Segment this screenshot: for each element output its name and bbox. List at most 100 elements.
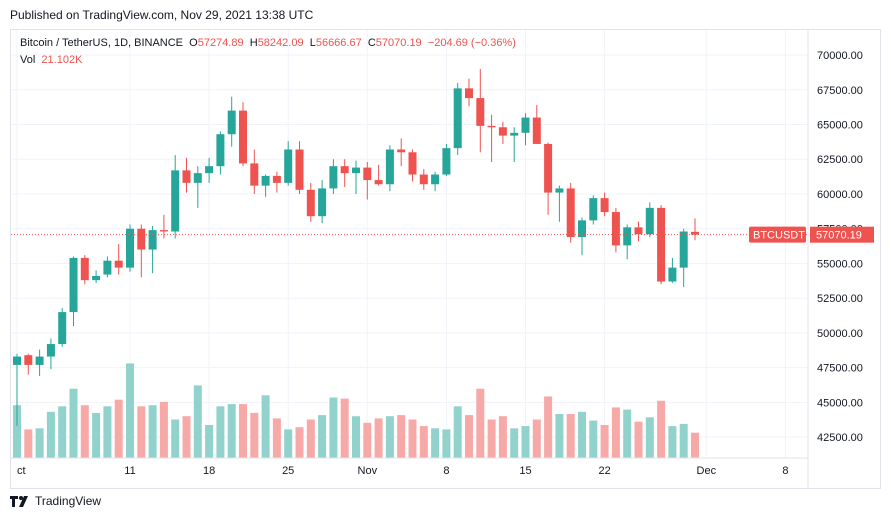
volume-bar bbox=[419, 426, 428, 458]
candle-body bbox=[250, 163, 259, 186]
candle-body bbox=[318, 188, 327, 217]
tradingview-brand[interactable]: TradingView bbox=[10, 494, 101, 508]
volume-bar bbox=[657, 400, 666, 458]
symbol-tag: BTCUSDT bbox=[753, 230, 805, 242]
volume-bar bbox=[137, 406, 146, 458]
volume-bar bbox=[453, 406, 462, 458]
volume-bar bbox=[566, 414, 575, 458]
grid-lines bbox=[11, 30, 808, 458]
candle-body bbox=[498, 127, 507, 136]
volume-bar bbox=[431, 428, 440, 458]
x-tick-label: ct bbox=[17, 465, 26, 477]
candle-body bbox=[363, 167, 372, 181]
volume-bar bbox=[239, 404, 247, 458]
price-tag-bg bbox=[810, 226, 874, 243]
volume-bar bbox=[261, 395, 270, 458]
candle-body bbox=[532, 117, 541, 144]
candle-body bbox=[24, 355, 33, 365]
y-tick-label: 65000.00 bbox=[817, 119, 863, 131]
candle-body bbox=[510, 132, 519, 136]
volume-bar bbox=[250, 412, 259, 458]
y-tick-label: 70000.00 bbox=[817, 50, 863, 62]
volume-bar bbox=[498, 416, 507, 458]
volume-bar bbox=[205, 425, 214, 458]
candle-body bbox=[126, 228, 134, 268]
candle-body bbox=[611, 212, 620, 246]
volume-bar bbox=[114, 399, 123, 458]
volume-bar bbox=[510, 428, 519, 458]
candle-body bbox=[600, 198, 609, 213]
candle-body bbox=[453, 88, 462, 149]
volume-bar bbox=[306, 419, 315, 458]
candle-body bbox=[566, 188, 575, 238]
volume-bar bbox=[397, 415, 406, 458]
y-tick-label: 60000.00 bbox=[817, 189, 863, 201]
volume-bar bbox=[329, 397, 338, 458]
candle-body bbox=[385, 149, 394, 185]
candle-body bbox=[148, 230, 157, 250]
candle-body bbox=[261, 175, 270, 186]
candle-body bbox=[239, 110, 247, 164]
candle-body bbox=[92, 275, 101, 281]
candle-body bbox=[182, 170, 191, 183]
volume-bar bbox=[182, 416, 191, 458]
volume-bar bbox=[13, 405, 21, 458]
volume-bar bbox=[193, 385, 202, 458]
volume-bar bbox=[645, 417, 654, 458]
candle-body bbox=[465, 88, 473, 99]
volume-bar bbox=[691, 432, 699, 458]
volume-bar bbox=[318, 415, 327, 458]
volume-bar bbox=[578, 411, 586, 458]
volume-bar bbox=[363, 422, 372, 458]
volume-label[interactable]: Vol bbox=[20, 54, 36, 66]
y-tick-label: 45000.00 bbox=[817, 397, 863, 409]
legend-row-price: Bitcoin / TetherUS, 1D, BINANCE O57274.8… bbox=[20, 35, 516, 52]
y-tick-label: 42500.00 bbox=[817, 432, 863, 444]
volume-bar bbox=[24, 429, 33, 458]
candle-body bbox=[555, 188, 564, 193]
candle-body bbox=[397, 149, 406, 153]
volume-bar bbox=[284, 429, 293, 458]
candle-body bbox=[171, 170, 180, 232]
volume-bar bbox=[80, 405, 89, 458]
volume-bar bbox=[103, 406, 112, 458]
x-tick-label: 8 bbox=[782, 465, 788, 477]
x-tick-label: 15 bbox=[519, 465, 531, 477]
candle-body bbox=[589, 198, 598, 221]
candle-body bbox=[306, 189, 315, 217]
candle-body bbox=[408, 152, 417, 175]
volume-bar bbox=[295, 427, 304, 458]
volume-bar bbox=[272, 418, 281, 458]
candle-body bbox=[80, 257, 89, 281]
x-tick-label: 11 bbox=[124, 465, 135, 477]
candle-body bbox=[476, 98, 485, 126]
low-value: 56666.67 bbox=[315, 37, 362, 49]
candle-body bbox=[58, 312, 67, 345]
candle-body bbox=[352, 167, 360, 174]
candle-body bbox=[193, 173, 202, 183]
volume-bar bbox=[374, 418, 383, 458]
candle-body bbox=[578, 220, 586, 238]
brand-name: TradingView bbox=[35, 494, 102, 508]
volume-bar bbox=[340, 398, 349, 458]
volume-bars bbox=[13, 363, 699, 458]
candle-body bbox=[668, 267, 677, 282]
volume-bar bbox=[634, 421, 643, 458]
close-label: C bbox=[367, 37, 376, 49]
y-axis[interactable]: 42500.00 45000.00 47500.00 50000.00 52500.00… bbox=[817, 50, 863, 444]
symbol-label[interactable]: Bitcoin / TetherUS, 1D, BINANCE bbox=[20, 37, 184, 49]
candle-body bbox=[227, 110, 236, 135]
candle-body bbox=[623, 227, 632, 246]
volume-bar bbox=[532, 419, 541, 458]
candle-body bbox=[159, 230, 168, 232]
legend-row-volume: Vol 21.102K bbox=[20, 52, 516, 69]
volume-bar bbox=[69, 388, 78, 458]
x-axis[interactable]: ct 11 18 25 Nov 8 15 22 Dec 8 bbox=[17, 465, 788, 477]
volume-bar bbox=[544, 396, 553, 458]
candle-body bbox=[691, 231, 699, 235]
volume-bar bbox=[611, 407, 620, 458]
y-tick-label: 62500.00 bbox=[817, 154, 863, 166]
open-label: O bbox=[189, 37, 198, 49]
candle-body bbox=[284, 149, 293, 183]
